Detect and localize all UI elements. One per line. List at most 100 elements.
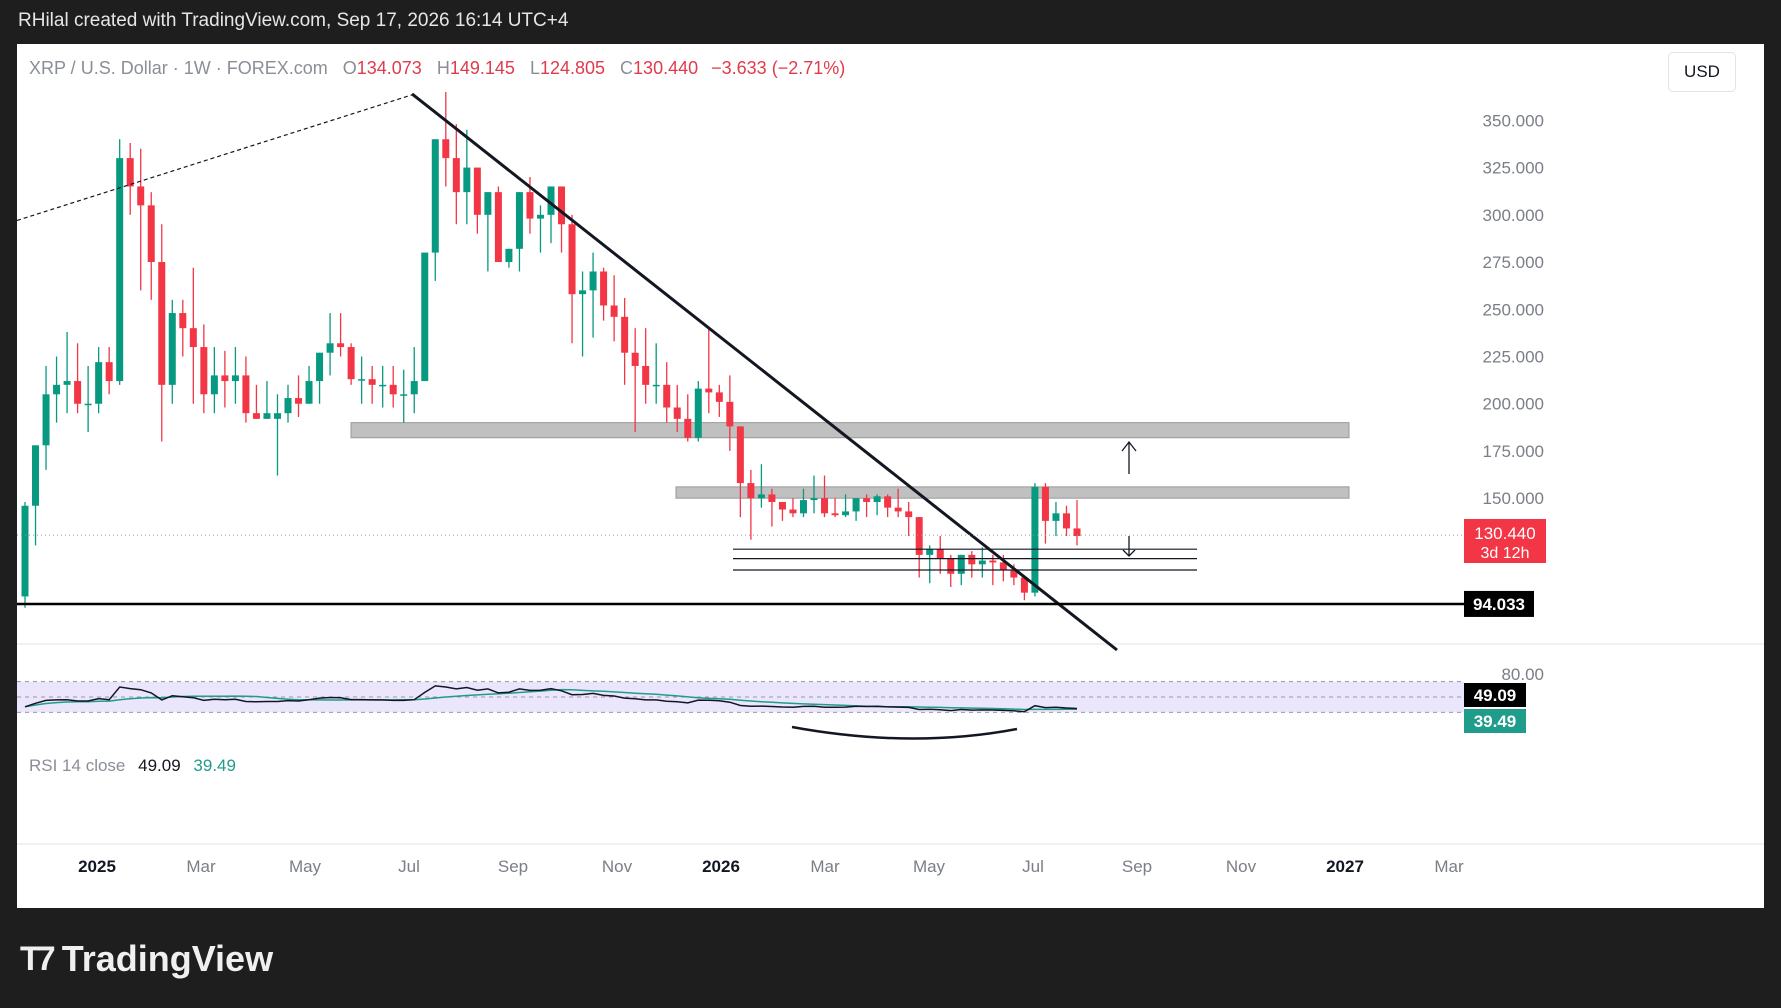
time-tick: Jul: [398, 857, 420, 876]
candle: [252, 384, 260, 419]
rsi-legend: RSI 14 close 49.09 39.49: [29, 756, 236, 776]
time-tick: Sep: [498, 857, 528, 876]
currency-button[interactable]: USD: [1668, 52, 1736, 92]
low-value: 124.805: [539, 58, 606, 78]
candle: [53, 356, 61, 423]
candle-body: [400, 394, 408, 396]
candle-body: [179, 313, 187, 329]
chart-panel[interactable]: 350.000 325.000 300.000 275.000 250.000 225.0…: [17, 44, 1764, 908]
candle: [778, 501, 786, 521]
candle-body: [663, 384, 671, 408]
candle: [42, 365, 50, 470]
candle-body: [1010, 569, 1018, 578]
price-tick: 325.000: [1483, 159, 1544, 178]
candle-body: [431, 139, 439, 253]
candle-body: [957, 554, 965, 574]
candle: [715, 384, 723, 417]
rsi-scale-tick: 80.00: [1501, 665, 1544, 684]
candle-body: [852, 498, 860, 512]
candle-body: [1062, 513, 1070, 529]
candle-body: [905, 511, 913, 518]
candle: [21, 501, 29, 608]
candle-body: [778, 501, 786, 510]
time-tick: May: [913, 857, 946, 876]
candle: [873, 494, 881, 516]
candle-body: [53, 384, 61, 395]
candle: [368, 365, 376, 404]
candle: [494, 186, 502, 263]
candle-body: [726, 401, 734, 427]
candle: [179, 299, 187, 357]
level-badge: 94.033: [1464, 590, 1534, 617]
last-price-badge: 130.440 3d 12h: [1464, 519, 1546, 563]
candle-body: [568, 224, 576, 295]
candle-body: [757, 494, 765, 499]
candle-body: [32, 445, 40, 506]
dashed-trendline: [17, 93, 416, 222]
candle-body: [831, 513, 839, 516]
candle-body: [884, 496, 892, 508]
price-tick: 150.000: [1483, 489, 1544, 508]
candle-body: [789, 509, 797, 514]
price-tick: 200.000: [1483, 395, 1544, 414]
candle-body: [642, 365, 650, 385]
candle: [947, 554, 955, 587]
candle: [768, 488, 776, 527]
candle-body: [926, 549, 934, 555]
candle: [1031, 483, 1039, 597]
candle: [968, 551, 976, 578]
candle-body: [600, 271, 608, 306]
candle-body: [989, 560, 997, 563]
candle-body: [747, 483, 755, 499]
candle: [189, 267, 197, 404]
candle-body: [421, 252, 429, 382]
candle-body: [116, 158, 124, 382]
candle: [1052, 501, 1060, 536]
candle: [705, 328, 713, 414]
chart-credit: RHilal created with TradingView.com, Sep…: [18, 10, 569, 31]
candle: [242, 356, 250, 423]
change-value: −3.633 (−2.71%): [711, 58, 846, 78]
time-tick: May: [289, 857, 322, 876]
candle-body: [1031, 486, 1039, 593]
candle-body: [610, 305, 618, 317]
candle: [137, 148, 145, 291]
candle-body: [936, 549, 944, 559]
last-price-badge-bg: [1464, 519, 1546, 563]
time-tick: Mar: [1434, 857, 1464, 876]
candle-body: [242, 375, 250, 414]
chart-canvas[interactable]: 350.000 325.000 300.000 275.000 250.000 225.0…: [17, 44, 1764, 908]
candle: [326, 313, 334, 376]
time-tick: Sep: [1122, 857, 1152, 876]
candle: [84, 365, 92, 433]
candle: [905, 501, 913, 536]
candle-body: [873, 496, 881, 502]
candle: [105, 347, 113, 395]
candle-body: [768, 494, 776, 502]
time-tick: Nov: [602, 857, 633, 876]
candle-body: [358, 379, 366, 381]
time-tick: Nov: [1226, 857, 1257, 876]
countdown-value: 3d 12h: [1481, 545, 1530, 562]
candle-body: [137, 186, 145, 206]
candle: [263, 381, 271, 419]
candle: [1062, 505, 1070, 536]
level-badge-bg: [1464, 590, 1534, 617]
candle-body: [736, 426, 744, 484]
candle: [726, 375, 734, 451]
downtrend-line: [411, 92, 1118, 652]
candle-body: [231, 375, 239, 382]
candle-body: [999, 562, 1007, 570]
candle-body: [515, 192, 523, 249]
candle-body: [158, 262, 166, 385]
candle: [379, 365, 387, 408]
candle: [463, 129, 471, 225]
candle: [558, 186, 566, 253]
candle-body: [147, 205, 155, 263]
candle: [810, 475, 818, 514]
candle: [515, 192, 523, 272]
time-tick: 2026: [702, 857, 740, 876]
candle: [337, 313, 345, 357]
rsi-line: [24, 685, 1078, 713]
candle-body: [494, 192, 502, 263]
